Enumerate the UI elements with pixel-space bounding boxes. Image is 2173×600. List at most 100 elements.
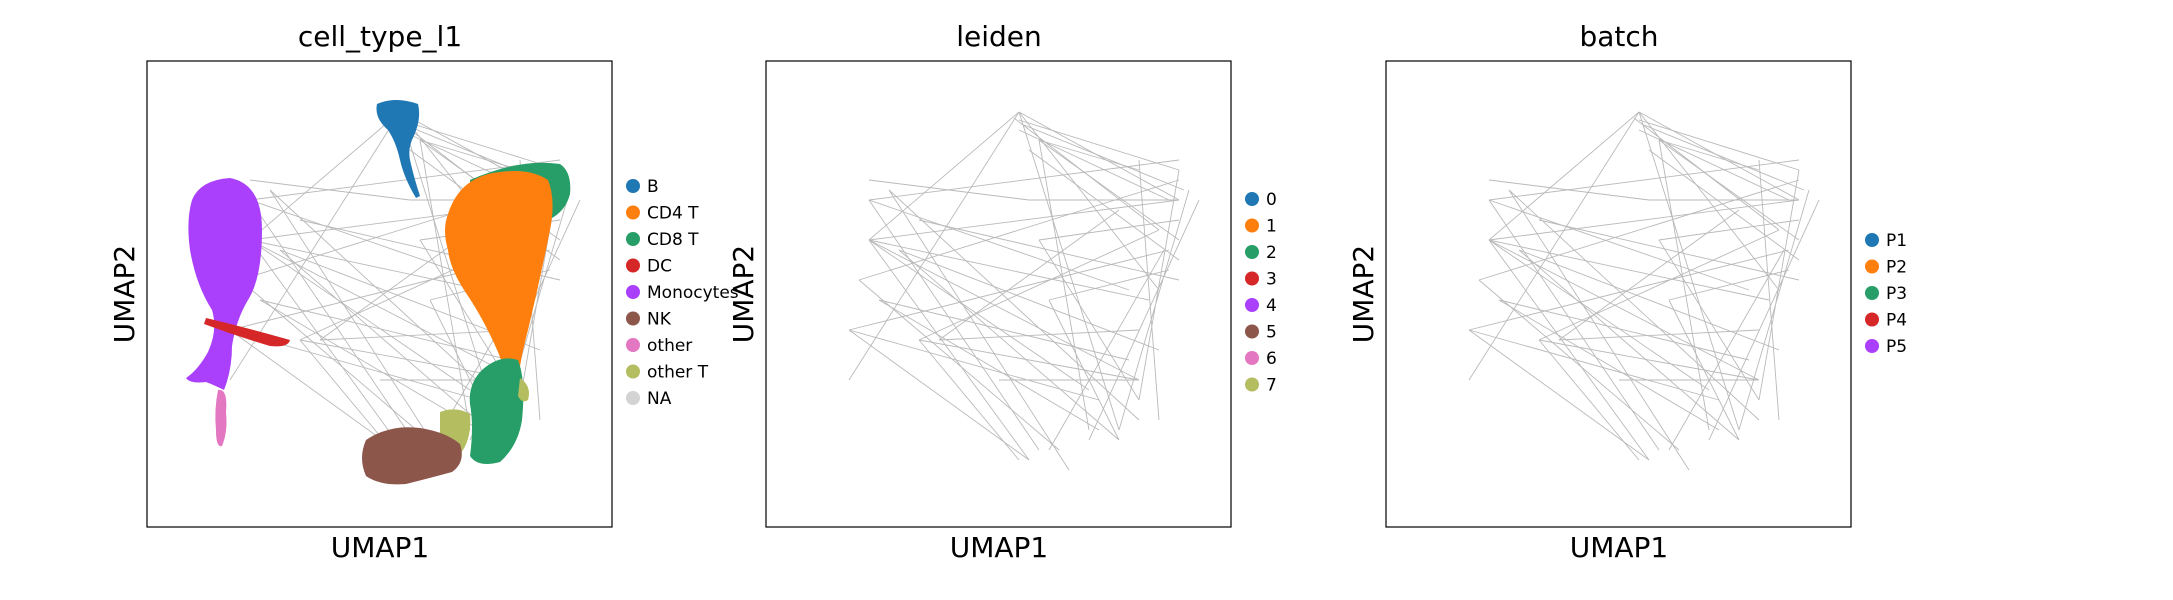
y-axis-label: UMAP2 [727,245,760,344]
cluster-3 [1069,228,1134,353]
legend-label: DC [647,257,672,277]
legend-marker [1245,271,1259,286]
edge-bundle [1468,111,1820,471]
legend-label: NA [647,389,672,409]
legend-item: 3 [1245,270,1277,290]
legend-marker [1245,192,1259,206]
panel-batch: batch [1347,20,1907,564]
legend-marker [626,391,640,405]
legend-item: 4 [1245,296,1277,316]
legend-label: P3 [1886,284,1907,304]
plot-frame [765,60,1232,528]
legend-label: B [647,177,659,197]
cluster-2 [1067,158,1189,231]
panel-cell-type: cell_type_l1 [108,20,739,564]
legend-marker [1865,286,1879,300]
cluster-nk [362,427,462,485]
legend-label: CD8 T [647,230,699,250]
cluster-dc [204,318,290,347]
legend-marker [626,179,640,193]
cluster-monocytes [186,178,262,390]
legend-item: CD8 T [626,230,699,250]
legend-marker [626,258,640,273]
plot-frame [1385,60,1852,528]
legend-item: NA [626,389,672,409]
legend-item: 6 [1245,349,1277,369]
legend-marker [1865,259,1879,274]
cluster-b [376,100,420,198]
legend-marker [626,364,640,379]
legend-item: other [626,336,692,356]
plot-frame [146,60,613,528]
legend-item: 0 [1245,190,1277,210]
legend-marker [626,285,640,299]
legend-marker [1245,245,1259,259]
legend-marker [1245,298,1259,312]
y-axis-label: UMAP2 [1347,245,1380,344]
edge-bundle [848,111,1200,471]
legend-label: Monocytes [647,283,739,303]
legend-label: P1 [1886,231,1907,251]
legend-label: 6 [1266,349,1277,369]
legend-item: 1 [1245,217,1277,237]
edge-layer [1468,111,1820,471]
panel-title: batch [1579,20,1658,53]
legend-label: 3 [1266,270,1277,290]
legend-label: P2 [1886,258,1907,278]
legend-marker [626,205,640,220]
cluster-0 [807,178,881,350]
x-axis-label: UMAP1 [331,531,430,564]
cluster-p2-left [1425,178,1501,390]
legend-label: NK [647,310,672,330]
legend-item: Monocytes [626,283,739,303]
legend-marker [1245,218,1259,233]
legend-item: DC [626,257,672,277]
legend-marker [1865,312,1879,327]
legend-label: 2 [1266,243,1277,263]
cluster-5 [807,342,851,446]
cluster-6 [855,328,939,395]
legend-item: 5 [1245,323,1277,343]
legend-marker [1245,324,1259,339]
legend-label: P4 [1886,311,1907,331]
legend: P1 P2 P3 P4 P5 [1865,231,1907,357]
legend-item: P3 [1865,284,1907,304]
legend-item: P1 [1865,231,1907,251]
legend-marker [1245,377,1259,392]
cluster-cd8t-lower [469,358,524,464]
legend-label: 4 [1266,296,1277,316]
x-axis-label: UMAP1 [950,531,1049,564]
legend-marker [1865,233,1879,247]
legend-item: P2 [1865,258,1907,278]
x-axis-label: UMAP1 [1570,531,1669,564]
legend-marker [626,232,640,246]
legend-label: 0 [1266,190,1277,210]
legend-item: 2 [1245,243,1277,263]
legend-label: CD4 T [647,204,699,224]
legend-marker [1245,351,1259,365]
legend-item: 7 [1245,376,1277,396]
legend-item: other T [626,363,709,383]
legend-marker [626,338,640,352]
legend: 0 1 2 3 4 5 6 7 [1245,190,1277,396]
legend-item: NK [626,310,672,330]
cluster-p2-tail [1443,318,1529,446]
legend-marker [626,311,640,326]
legend-label: 1 [1266,217,1277,237]
legend-marker [1865,339,1879,353]
legend-label: P5 [1886,337,1907,357]
edge-layer [848,111,1200,471]
legend-item: P4 [1865,311,1907,331]
legend-item: CD4 T [626,204,699,224]
cluster-other [215,389,227,447]
legend-label: other [647,336,692,356]
panel-leiden: leiden UMAP [727,20,1277,564]
edge-layer [229,111,581,471]
edge-bundle [229,111,581,471]
cluster-layer [1425,100,1809,484]
legend-label: other T [647,363,709,383]
cluster-1 [979,352,1142,485]
panel-title: cell_type_l1 [298,20,462,53]
cluster-othert [440,378,529,454]
